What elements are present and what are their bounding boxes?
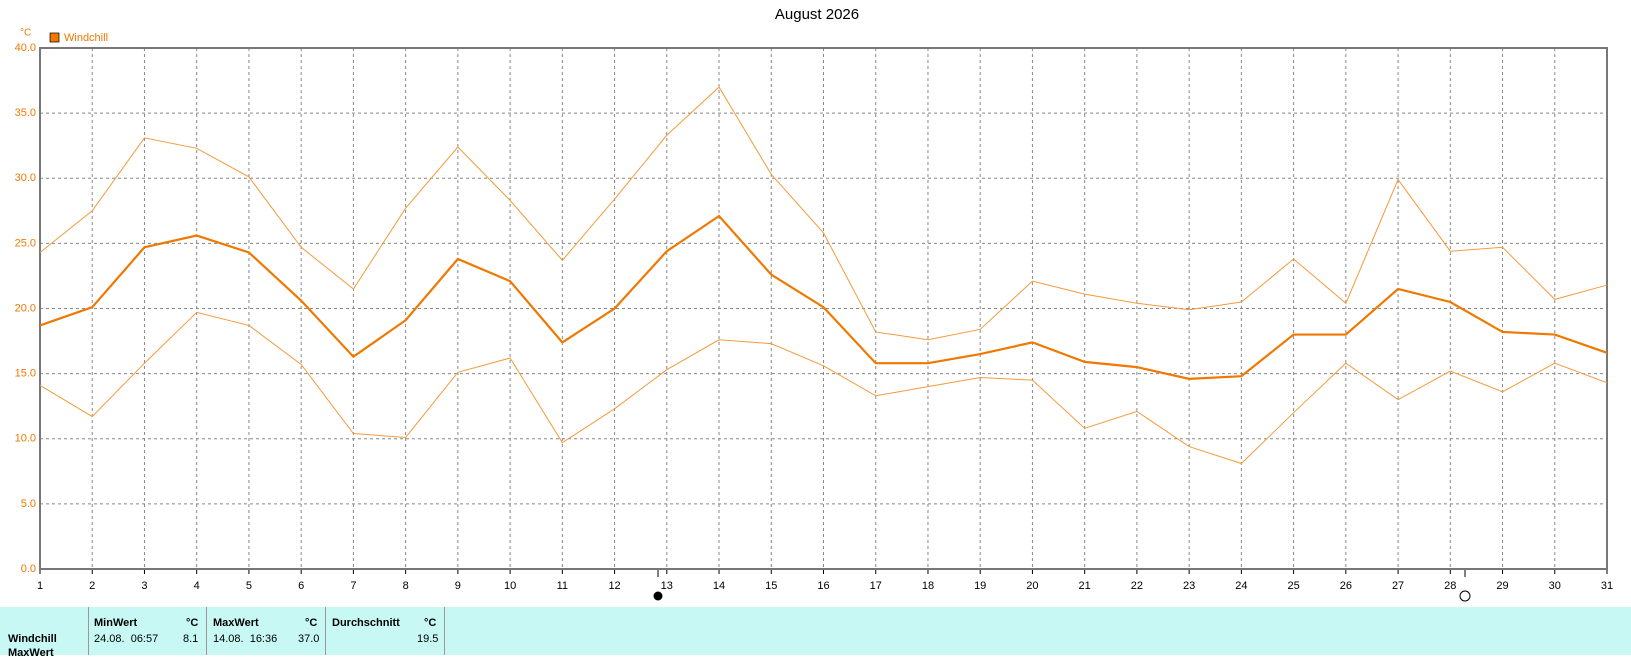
x-tick-label: 24	[1235, 580, 1247, 592]
cell: 19.5	[417, 633, 439, 645]
x-tick-label: 1	[37, 580, 43, 592]
x-tick-label: 10	[504, 580, 516, 592]
header-cell: Durchschnitt	[332, 617, 400, 629]
x-tick-label: 26	[1340, 580, 1352, 592]
x-tick-label: 14	[713, 580, 725, 592]
x-tick-label: 9	[455, 580, 461, 592]
x-tick-label: 19	[974, 580, 986, 592]
y-tick-label: 20.0	[15, 302, 36, 314]
moon-icon	[653, 591, 663, 601]
x-tick-label: 29	[1496, 580, 1508, 592]
x-tick-label: 3	[141, 580, 147, 592]
x-tick-label: 20	[1026, 580, 1038, 592]
x-tick-label: 2	[89, 580, 95, 592]
cell: 37.0	[298, 633, 320, 645]
series-line	[39, 311, 1608, 465]
chart-title: August 2026	[775, 6, 859, 23]
header-cell: MinWert	[94, 617, 138, 629]
x-tick-label: 11	[557, 580, 568, 592]
x-tick-label: 31	[1601, 580, 1613, 592]
header-cell: °C	[305, 617, 318, 629]
x-tick-label: 17	[870, 580, 882, 592]
series-line	[39, 86, 1608, 341]
x-tick-label: 28	[1444, 580, 1456, 592]
y-tick-label: 5.0	[21, 498, 36, 510]
series-line	[39, 214, 1608, 380]
x-tick-label: 23	[1183, 580, 1195, 592]
row-label: MaxWert	[8, 647, 54, 659]
y-unit: °C	[20, 28, 31, 39]
header-cell: °C	[186, 617, 199, 629]
x-tick-label: 15	[765, 580, 777, 592]
x-tick-label: 13	[661, 580, 673, 592]
row-label: Windchill	[8, 633, 57, 645]
plot-border	[39, 47, 1608, 570]
x-tick-label: 7	[350, 580, 356, 592]
x-tick-label: 27	[1392, 580, 1404, 592]
y-tick-label: 40.0	[15, 42, 36, 54]
x-tick-label: 18	[922, 580, 934, 592]
y-tick-label: 15.0	[15, 368, 36, 380]
divider	[88, 607, 89, 655]
x-tick-label: 6	[298, 580, 304, 592]
y-tick-label: 35.0	[15, 107, 36, 119]
cell: 24.08. 06:57	[94, 633, 159, 645]
divider	[206, 607, 207, 655]
cell: 8.1	[183, 633, 199, 645]
divider	[325, 607, 326, 655]
x-tick-label: 4	[194, 580, 200, 592]
x-tick-label: 22	[1131, 580, 1143, 592]
y-tick-label: 25.0	[15, 237, 36, 249]
summary-table: MinWert °C MaxWert °C Durchschnitt °C Wi…	[0, 607, 1631, 659]
x-tick-label: 21	[1079, 580, 1091, 592]
chart: August 2026 °C Windchill 0.0 5.0 10.0 15.0 2…	[15, 6, 1613, 602]
legend-label: Windchill	[64, 32, 108, 44]
x-tick-label: 8	[403, 580, 409, 592]
moon-icon	[1459, 590, 1471, 602]
y-tick-label: 10.0	[15, 433, 36, 445]
x-tick-label: 12	[608, 580, 620, 592]
header-cell: °C	[424, 617, 437, 629]
legend-swatch	[49, 32, 60, 43]
y-tick-label: 30.0	[15, 172, 36, 184]
x-tick-label: 30	[1549, 580, 1561, 592]
x-tick-label: 5	[246, 580, 252, 592]
y-tick-label: 0.0	[21, 563, 36, 575]
header-cell: MaxWert	[213, 617, 259, 629]
cell: 14.08. 16:36	[213, 633, 278, 645]
x-tick-label: 16	[817, 580, 829, 592]
x-tick-label: 25	[1287, 580, 1299, 592]
divider	[444, 607, 445, 655]
